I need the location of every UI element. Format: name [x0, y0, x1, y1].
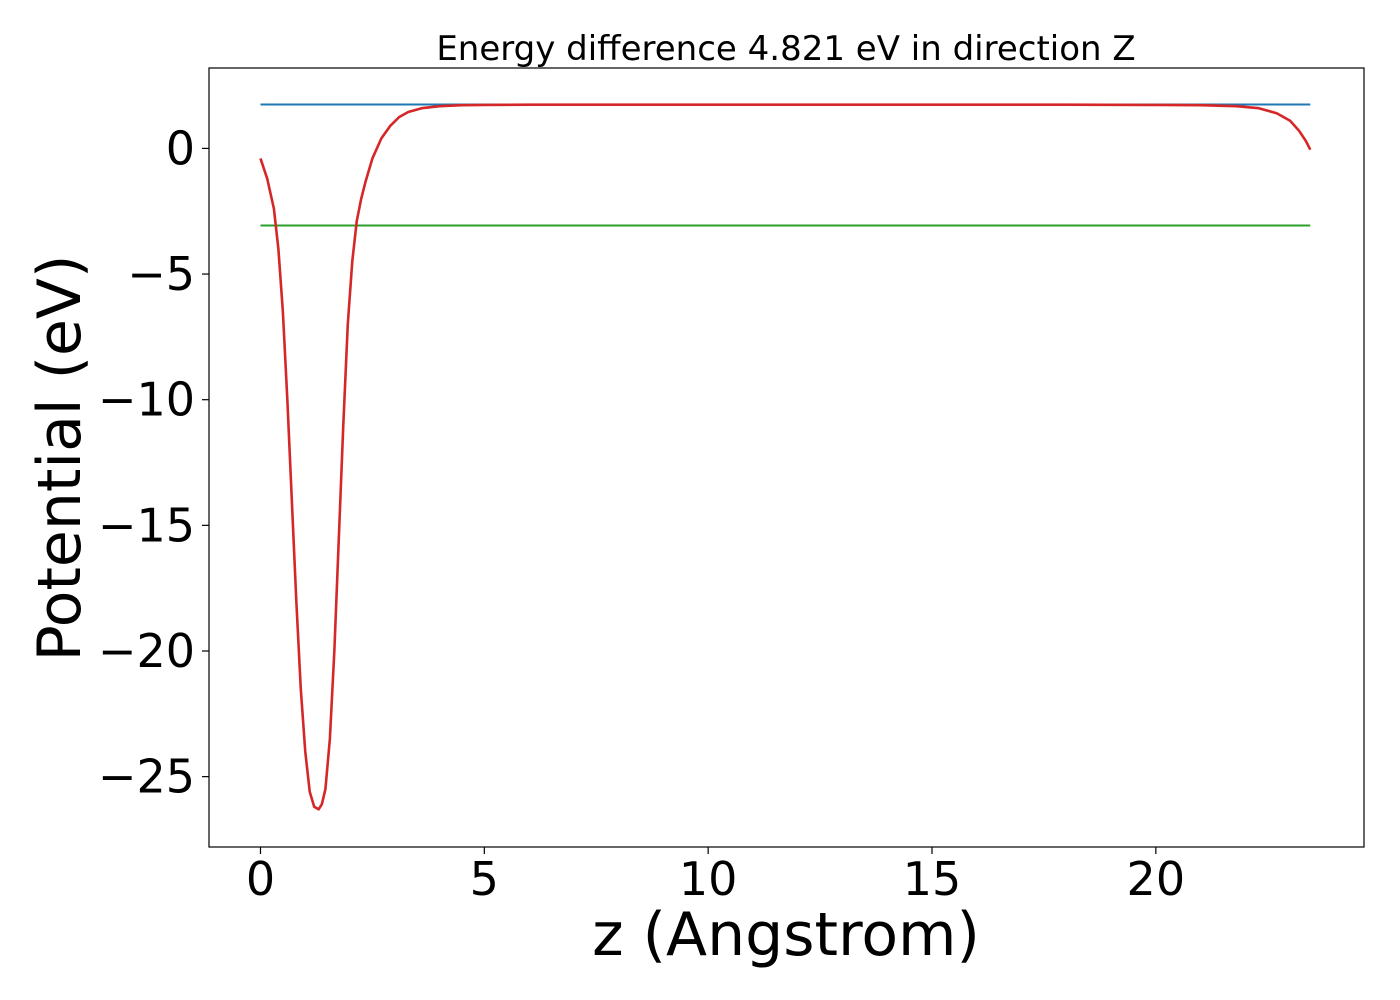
y-tick-label: 0: [166, 121, 195, 175]
series-line-2: [259, 103, 1312, 811]
x-tick-label: 20: [1127, 852, 1186, 906]
y-axis-label: Potential (eV): [25, 255, 95, 662]
y-tick-label: −5: [127, 247, 195, 301]
x-axis-ticks: 0 5 10 15 20: [246, 847, 1185, 906]
y-tick-label: −15: [98, 498, 195, 552]
plot-area: [259, 103, 1312, 811]
x-tick-label: 15: [903, 852, 962, 906]
x-axis-label: z (Angstrom): [592, 900, 980, 970]
plot-frame: [208, 67, 1365, 848]
y-tick-label: −20: [98, 624, 195, 678]
y-axis-ticks: 0 −5 −10 −15 −20 −25: [98, 121, 209, 804]
x-tick-label: 5: [470, 852, 499, 906]
x-tick-label: 0: [246, 852, 275, 906]
y-tick-label: −25: [98, 750, 195, 804]
chart-title: Energy difference 4.821 eV in direction …: [436, 29, 1135, 69]
x-tick-label: 10: [679, 852, 738, 906]
y-tick-label: −10: [98, 373, 195, 427]
